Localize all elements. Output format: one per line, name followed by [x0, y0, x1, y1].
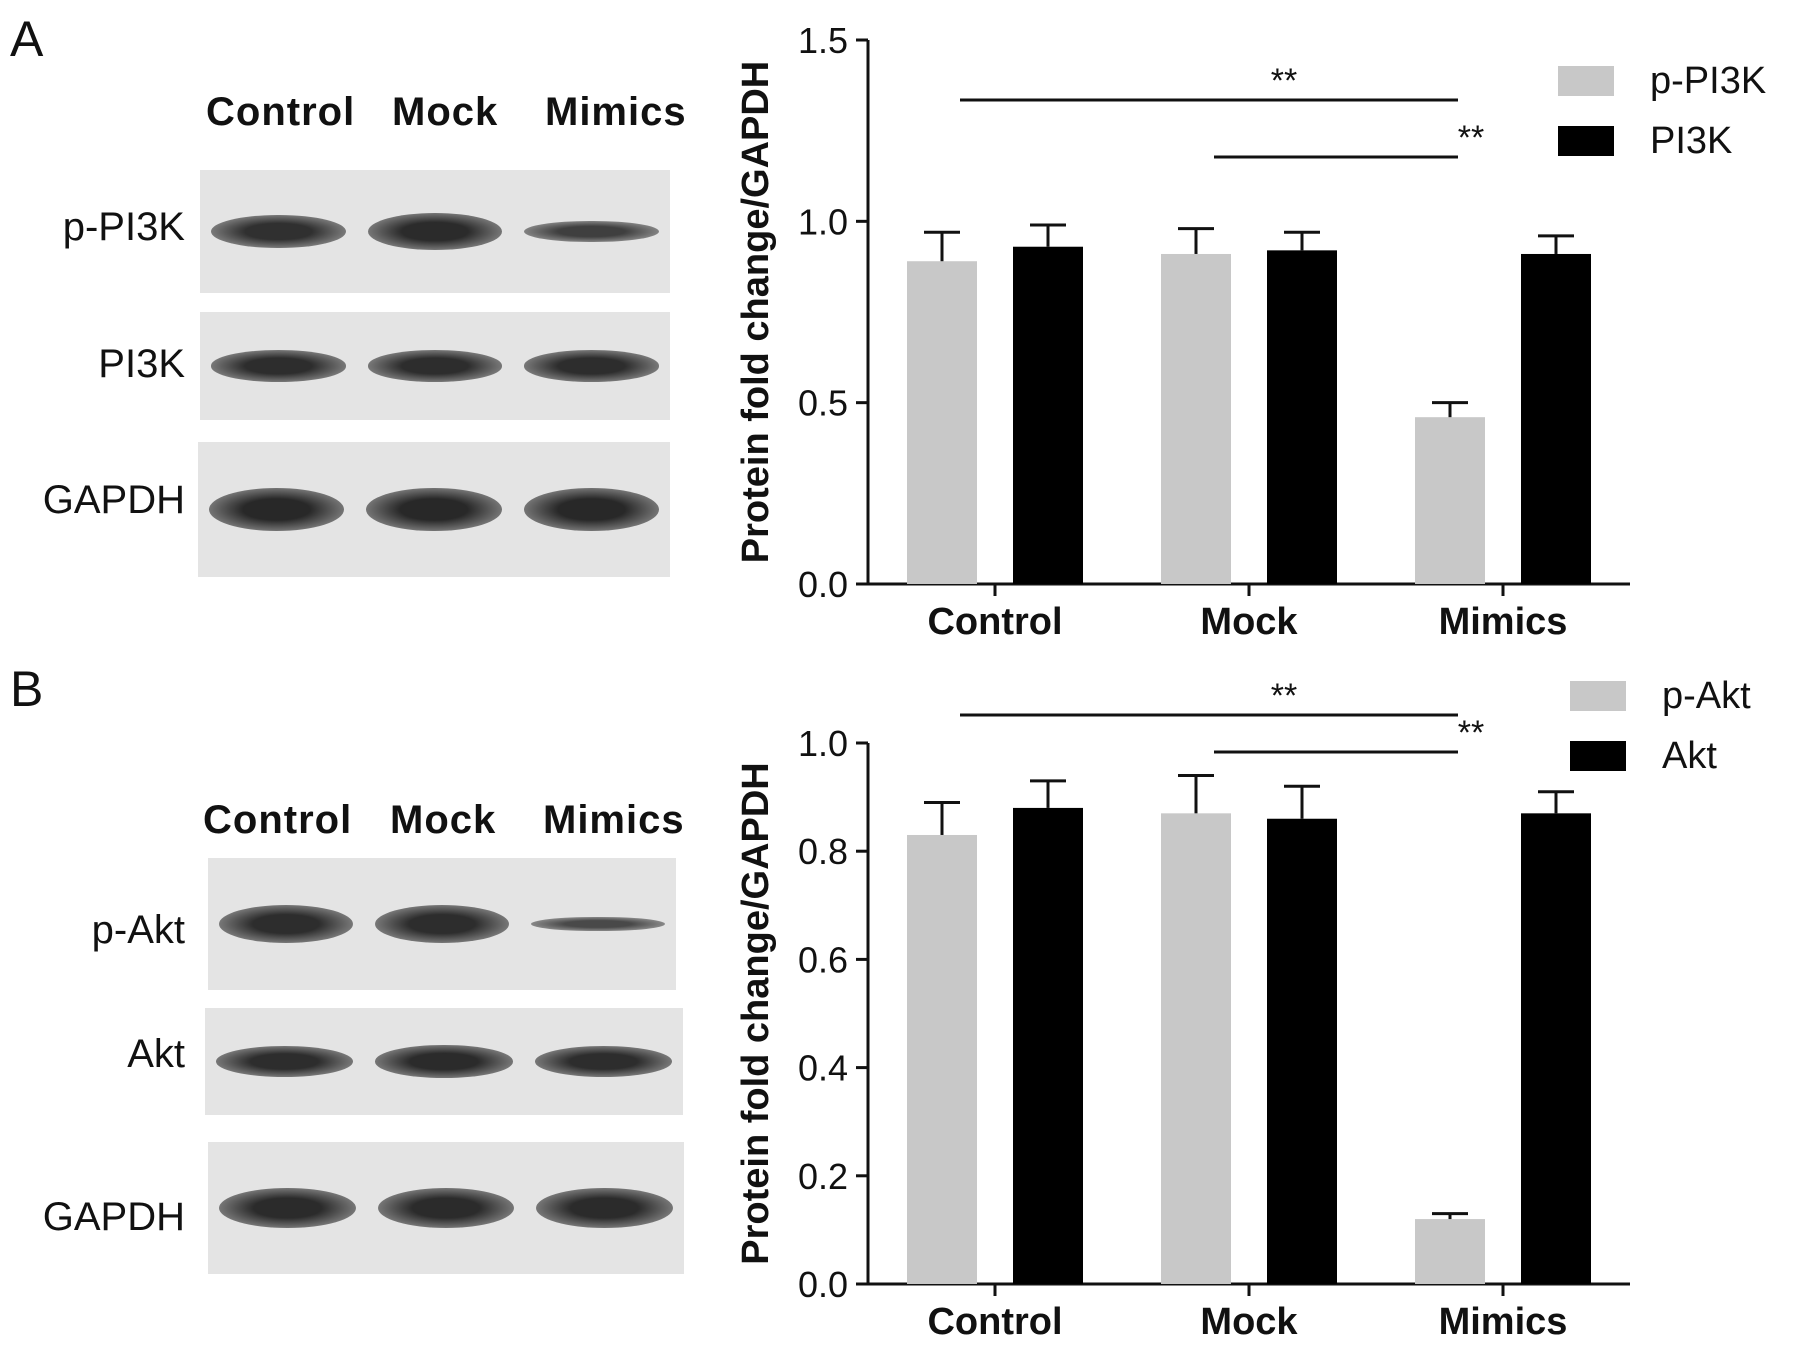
- bar: [907, 261, 977, 584]
- bar: [907, 834, 977, 1284]
- panel-letter-b: B: [10, 661, 44, 717]
- blot-band: [366, 487, 502, 532]
- x-tick-label: Mimics: [1439, 601, 1568, 643]
- y-tick-label: 0.0: [798, 564, 848, 605]
- lane-label-mimics: Mimics: [543, 798, 685, 842]
- blot-row-label: GAPDH: [42, 1195, 185, 1239]
- bar: [1521, 253, 1591, 584]
- blot-band: [367, 350, 503, 382]
- blot-band: [536, 1187, 673, 1229]
- y-tick-label: 0.2: [798, 1156, 848, 1197]
- blot-strip-gapdh: [198, 442, 670, 577]
- blot-band: [375, 1045, 513, 1078]
- blot-band: [534, 1046, 672, 1077]
- blot-lane-header-b: Control Mock Mimics: [0, 798, 720, 858]
- blot-lane-header-a: Control Mock Mimics: [0, 90, 720, 150]
- blot-strip-akt: [205, 1008, 683, 1115]
- blot-row-label: p-Akt: [91, 908, 185, 952]
- significance-label: **: [1271, 62, 1297, 100]
- blot-row-label: Akt: [127, 1032, 185, 1076]
- legend-swatch: [1558, 66, 1614, 96]
- bar: [1161, 813, 1231, 1284]
- lane-label-mock: Mock: [392, 90, 499, 134]
- y-tick-label: 0.4: [798, 1048, 848, 1089]
- significance-label: **: [1271, 677, 1297, 715]
- bar-chart-pi3k: 0.0 0.5 1.0 1.5 Protein fold change/GAPDH Con…: [735, 20, 1766, 643]
- legend-label: p-Akt: [1662, 675, 1751, 717]
- significance-label: **: [1458, 119, 1484, 157]
- blot-band: [523, 487, 659, 532]
- bar: [1267, 250, 1337, 584]
- bar: [1267, 818, 1337, 1284]
- blot-band: [524, 220, 660, 243]
- blot-band: [377, 1187, 515, 1229]
- y-axis-label: Protein fold change/GAPDH: [735, 762, 777, 1264]
- blot-strip-p-akt: [208, 858, 676, 990]
- blot-row-label: p-PI3K: [62, 205, 185, 249]
- legend-label: PI3K: [1650, 120, 1732, 162]
- bar: [1013, 807, 1083, 1284]
- legend-label: p-PI3K: [1650, 60, 1766, 102]
- blot-band: [210, 214, 346, 249]
- blot-strip-pi3k: [200, 312, 670, 420]
- x-tick-label: Mock: [1200, 1301, 1298, 1343]
- x-tick-label: Control: [927, 601, 1062, 643]
- y-tick-label: 0.5: [798, 383, 848, 424]
- y-tick-label: 0.0: [798, 1264, 848, 1305]
- blot-row-label: PI3K: [98, 342, 185, 386]
- legend-swatch: [1558, 126, 1614, 156]
- bar: [1415, 417, 1485, 584]
- y-tick-label: 1.0: [798, 723, 848, 764]
- lane-label-control: Control: [203, 798, 353, 842]
- bar: [1161, 253, 1231, 584]
- y-tick-label: 0.8: [798, 831, 848, 872]
- y-tick-label: 1.5: [798, 20, 848, 61]
- legend-label: Akt: [1662, 735, 1717, 777]
- significance-label: **: [1458, 714, 1484, 752]
- bar: [1521, 813, 1591, 1284]
- bar: [1013, 246, 1083, 584]
- lane-label-control: Control: [206, 90, 356, 134]
- y-tick-label: 0.6: [798, 939, 848, 980]
- blot-strip-p-pi3k: [200, 170, 670, 293]
- legend-swatch: [1570, 741, 1626, 771]
- legend-swatch: [1570, 681, 1626, 711]
- blot-band: [209, 487, 345, 532]
- blot-band: [374, 904, 510, 943]
- bar: [1415, 1219, 1485, 1284]
- blot-band: [367, 212, 503, 251]
- y-tick-label: 1.0: [798, 201, 848, 242]
- blot-band: [524, 350, 660, 382]
- panel-letter-a: A: [10, 11, 44, 67]
- y-axis-label: Protein fold change/GAPDH: [735, 61, 777, 563]
- blot-band: [218, 904, 354, 943]
- blot-band: [530, 916, 666, 932]
- lane-label-mock: Mock: [390, 798, 497, 842]
- bar-chart-akt: 0.0 0.2 0.4 0.6 0.8 1.0 Protein fold change/GA…: [735, 675, 1751, 1343]
- blot-band: [216, 1046, 354, 1077]
- x-tick-label: Mimics: [1439, 1301, 1568, 1343]
- blot-row-label: GAPDH: [42, 478, 185, 522]
- x-tick-label: Mock: [1200, 601, 1298, 643]
- blot-strip-gapdh: [208, 1142, 684, 1274]
- blot-band: [219, 1187, 356, 1229]
- blot-band: [210, 350, 346, 382]
- lane-label-mimics: Mimics: [545, 90, 687, 134]
- x-tick-label: Control: [927, 1301, 1062, 1343]
